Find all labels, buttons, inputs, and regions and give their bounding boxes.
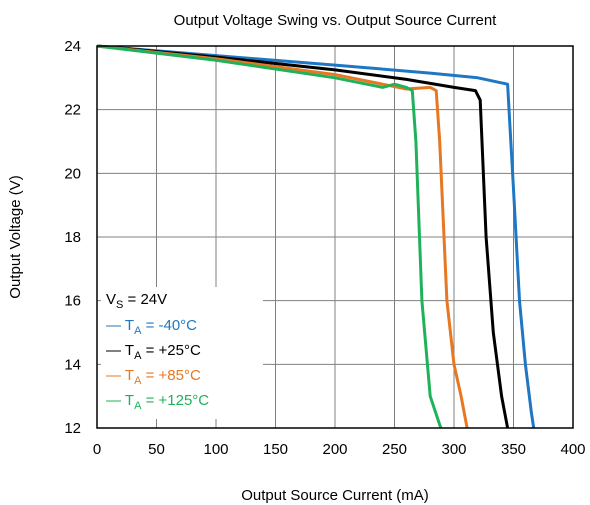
y-tick-label: 24	[64, 38, 81, 55]
series-line-3	[96, 44, 469, 429]
series-group	[96, 44, 536, 429]
x-tick-label: 150	[263, 441, 288, 458]
series-line-4	[96, 44, 443, 429]
x-tick-label: 400	[560, 441, 585, 458]
x-axis-label: Output Source Current (mA)	[241, 487, 429, 504]
x-tick-label: 250	[382, 441, 407, 458]
y-axis-label: Output Voltage (V)	[7, 175, 24, 298]
y-tick-label: 12	[64, 420, 81, 437]
x-tick-labels: 0 50 100 150 200 250 300 350 400	[93, 441, 586, 458]
chart-title: Output Voltage Swing vs. Output Source C…	[174, 12, 498, 29]
legend-background	[101, 287, 263, 419]
y-tick-label: 20	[64, 165, 81, 182]
x-tick-label: 350	[501, 441, 526, 458]
x-tick-label: 0	[93, 441, 101, 458]
legend-entry-4: — TA = +125°C	[106, 392, 209, 412]
y-tick-label: 14	[64, 356, 81, 373]
x-tick-label: 200	[322, 441, 347, 458]
y-tick-label: 18	[64, 229, 81, 246]
legend-entry-2: — TA = +25°C	[106, 342, 201, 362]
series-line-1	[96, 44, 536, 429]
series-line-2	[96, 44, 510, 429]
legend-entry-1: — TA = -40°C	[106, 317, 197, 337]
x-tick-label: 50	[148, 441, 165, 458]
x-tick-label: 300	[441, 441, 466, 458]
legend-entry-3: — TA = +85°C	[106, 367, 201, 387]
x-tick-label: 100	[203, 441, 228, 458]
legend-header: VS = 24V	[106, 291, 167, 311]
grid	[97, 46, 573, 428]
y-tick-labels: 12 14 16 18 20 22 24	[64, 38, 81, 437]
legend: VS = 24V — TA = -40°C — TA = +25°C — TA = +…	[101, 287, 263, 419]
y-tick-label: 16	[64, 293, 81, 310]
y-tick-label: 22	[64, 102, 81, 119]
plot-frame	[96, 45, 574, 429]
